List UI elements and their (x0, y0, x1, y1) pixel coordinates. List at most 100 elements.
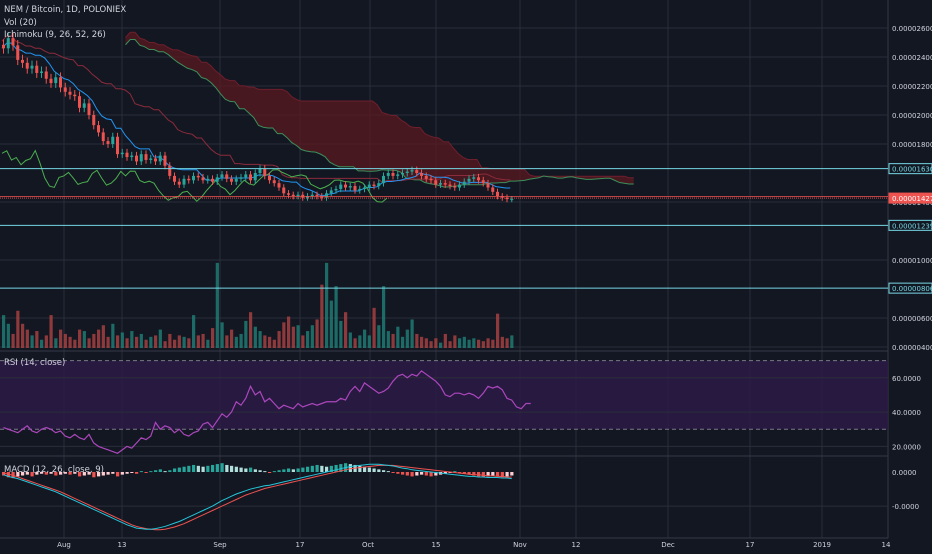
volume-bar[interactable] (310, 325, 314, 348)
candle[interactable] (82, 103, 86, 108)
volume-bar[interactable] (443, 333, 447, 348)
volume-bar[interactable] (382, 286, 386, 348)
volume-bar[interactable] (315, 319, 319, 348)
volume-bar[interactable] (239, 333, 243, 348)
candle[interactable] (63, 87, 67, 92)
volume-bar[interactable] (244, 320, 248, 348)
candle[interactable] (215, 177, 219, 182)
volume-bar[interactable] (363, 329, 367, 348)
volume-bar[interactable] (329, 300, 333, 348)
candle[interactable] (448, 184, 452, 187)
candle[interactable] (11, 38, 15, 46)
candle[interactable] (196, 175, 200, 178)
candle[interactable] (481, 180, 485, 184)
candle[interactable] (21, 59, 24, 63)
volume-bar[interactable] (472, 338, 476, 348)
candle[interactable] (158, 155, 162, 162)
volume-bar[interactable] (306, 331, 310, 348)
volume-bar[interactable] (149, 336, 153, 348)
volume-bar[interactable] (30, 335, 34, 348)
volume-bar[interactable] (277, 331, 281, 348)
candle[interactable] (220, 174, 224, 178)
candle[interactable] (420, 173, 423, 176)
volume-bar[interactable] (97, 329, 101, 348)
volume-bar[interactable] (68, 336, 72, 348)
candle[interactable] (125, 152, 129, 158)
candle[interactable] (439, 183, 442, 185)
volume-bar[interactable] (187, 338, 191, 348)
volume-bar[interactable] (6, 323, 10, 348)
volume-bar[interactable] (287, 316, 291, 348)
candle[interactable] (344, 184, 347, 188)
candle[interactable] (68, 91, 72, 95)
volume-bar[interactable] (21, 323, 25, 348)
volume-bar[interactable] (220, 322, 224, 348)
candle[interactable] (424, 175, 428, 179)
candle[interactable] (363, 187, 366, 189)
candle[interactable] (234, 178, 238, 182)
volume-bar[interactable] (358, 335, 362, 348)
candle[interactable] (287, 193, 290, 195)
volume-bar[interactable] (25, 329, 29, 348)
candle[interactable] (168, 165, 172, 176)
candle[interactable] (25, 62, 29, 69)
volume-bar[interactable] (500, 336, 504, 348)
volume-bar[interactable] (234, 336, 238, 348)
volume-bar[interactable] (481, 341, 485, 348)
volume-bar[interactable] (320, 284, 324, 348)
candle[interactable] (177, 181, 181, 185)
candle[interactable] (396, 174, 400, 176)
candle[interactable] (453, 186, 457, 188)
candle[interactable] (116, 136, 119, 155)
ichimoku-legend[interactable]: Ichimoku (9, 26, 52, 26) (4, 30, 106, 40)
volume-bar[interactable] (448, 341, 452, 348)
volume-bar[interactable] (163, 341, 167, 348)
candle[interactable] (44, 71, 48, 79)
candle[interactable] (106, 141, 110, 144)
macd-signal-line[interactable] (3, 464, 512, 531)
volume-bar[interactable] (35, 331, 39, 348)
volume-bar[interactable] (177, 335, 181, 348)
volume-bar[interactable] (16, 310, 20, 348)
candle[interactable] (486, 183, 490, 188)
volume-bar[interactable] (505, 338, 509, 348)
candle[interactable] (315, 194, 319, 197)
candle[interactable] (173, 175, 176, 182)
volume-bar[interactable] (230, 329, 234, 348)
candle[interactable] (253, 173, 257, 181)
candle[interactable] (329, 190, 333, 194)
candle[interactable] (415, 170, 419, 173)
candle[interactable] (30, 65, 34, 69)
volume-bar[interactable] (249, 312, 253, 348)
volume-bar[interactable] (192, 315, 196, 348)
volume-bar[interactable] (263, 335, 267, 348)
volume-bar[interactable] (268, 336, 272, 348)
volume-bar[interactable] (82, 331, 86, 348)
volume-bar[interactable] (391, 333, 395, 348)
candle[interactable] (372, 184, 376, 187)
volume-bar[interactable] (73, 339, 77, 348)
candle[interactable] (467, 178, 471, 182)
volume-bar[interactable] (111, 323, 115, 348)
candle[interactable] (201, 177, 205, 181)
candle[interactable] (434, 180, 438, 185)
volume-bar[interactable] (439, 342, 443, 348)
candle[interactable] (291, 194, 295, 197)
candle[interactable] (87, 103, 91, 115)
candle[interactable] (149, 158, 153, 160)
volume-bar[interactable] (405, 329, 409, 348)
volume-bar[interactable] (173, 339, 177, 348)
volume-bar[interactable] (462, 336, 466, 348)
volume-bar[interactable] (106, 336, 110, 348)
volume-bar[interactable] (120, 332, 124, 349)
volume-bar[interactable] (491, 339, 495, 348)
candle[interactable] (386, 173, 390, 176)
volume-bar[interactable] (78, 329, 82, 348)
volume-bar[interactable] (372, 307, 376, 348)
candle[interactable] (358, 188, 362, 191)
rsi-line[interactable] (3, 370, 531, 454)
volume-bar[interactable] (510, 335, 514, 348)
volume-bar[interactable] (139, 333, 143, 348)
candle[interactable] (310, 194, 314, 197)
candle[interactable] (154, 158, 157, 162)
